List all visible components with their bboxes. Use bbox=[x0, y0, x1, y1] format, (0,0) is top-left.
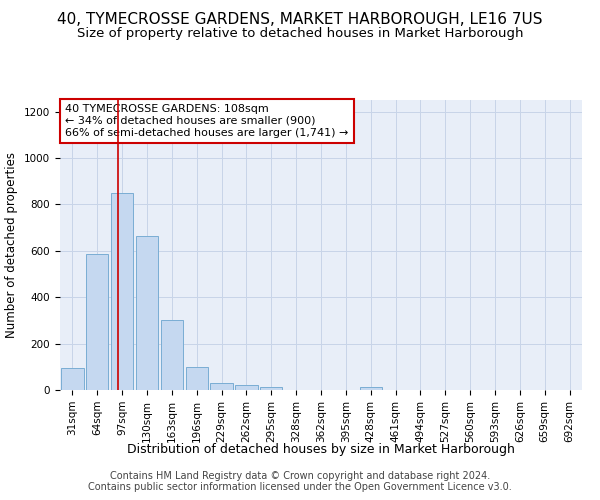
Bar bbox=[61, 368, 83, 390]
Bar bbox=[161, 320, 183, 390]
Bar bbox=[359, 387, 382, 390]
Bar bbox=[86, 254, 109, 390]
Text: 40 TYMECROSSE GARDENS: 108sqm
← 34% of detached houses are smaller (900)
66% of : 40 TYMECROSSE GARDENS: 108sqm ← 34% of d… bbox=[65, 104, 349, 138]
Text: Size of property relative to detached houses in Market Harborough: Size of property relative to detached ho… bbox=[77, 28, 523, 40]
Text: Distribution of detached houses by size in Market Harborough: Distribution of detached houses by size … bbox=[127, 442, 515, 456]
Bar bbox=[185, 368, 208, 390]
Bar bbox=[136, 236, 158, 390]
Bar bbox=[111, 193, 133, 390]
Text: Contains HM Land Registry data © Crown copyright and database right 2024.
Contai: Contains HM Land Registry data © Crown c… bbox=[88, 471, 512, 492]
Bar bbox=[235, 386, 257, 390]
Y-axis label: Number of detached properties: Number of detached properties bbox=[5, 152, 19, 338]
Text: 40, TYMECROSSE GARDENS, MARKET HARBOROUGH, LE16 7US: 40, TYMECROSSE GARDENS, MARKET HARBOROUG… bbox=[57, 12, 543, 28]
Bar bbox=[260, 386, 283, 390]
Bar bbox=[211, 382, 233, 390]
